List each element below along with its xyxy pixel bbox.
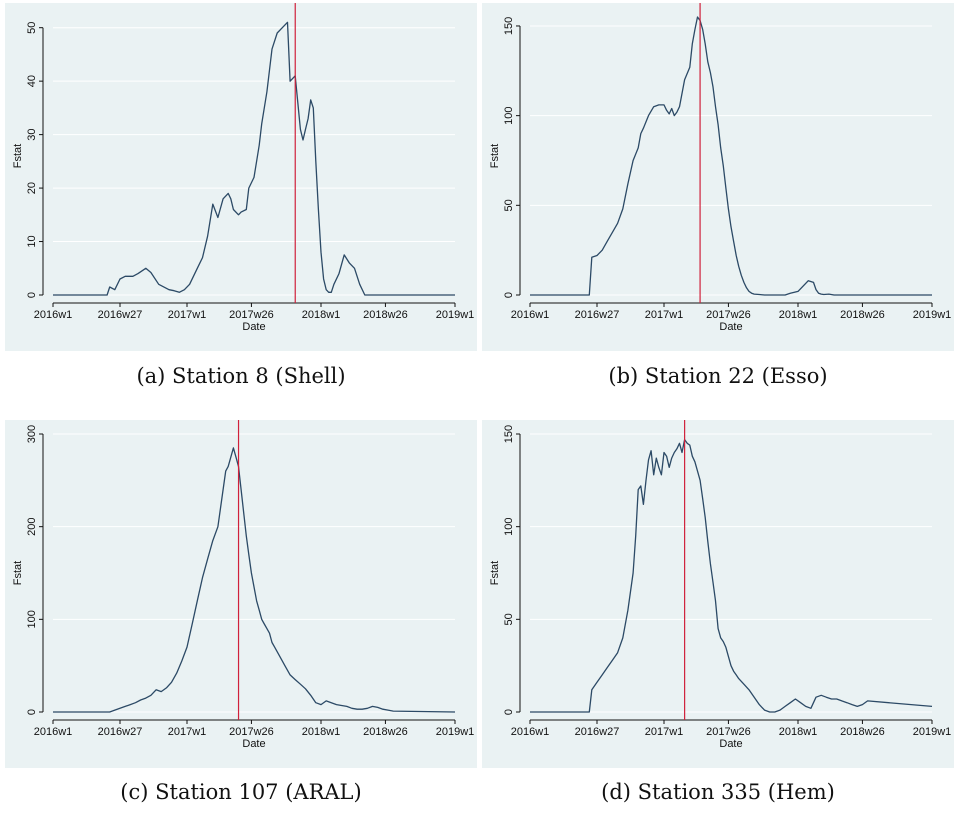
x-tick-label: 2016w27	[98, 309, 143, 321]
x-tick-label: 2017w1	[645, 309, 684, 321]
caption-b: (b) Station 22 (Esso)	[608, 364, 828, 388]
x-tick-label: 2016w27	[98, 726, 143, 738]
chart-svg-a: 0 10 20 30 40 50 Fstat 2016w1 2016w27 2017w1 2017w…	[12, 3, 475, 333]
y-tick-label: 100	[503, 106, 515, 124]
x-axis-label: Date	[242, 321, 265, 333]
x-axis-label: Date	[719, 738, 742, 750]
x-tick-label: 2017w1	[645, 726, 684, 738]
x-tick-label: 2016w1	[34, 309, 73, 321]
chart-svg-b: 0 50 100 150 Fstat 2016w1 2016w27 2017w1 2017w26…	[489, 3, 952, 333]
y-tick-label: 50	[503, 199, 515, 211]
y-tick-label: 300	[26, 425, 38, 443]
x-tick-label: 2018w26	[840, 309, 885, 321]
x-tick-label: 2019w1	[436, 726, 475, 738]
x-tick-label: 2016w27	[575, 726, 620, 738]
x-tick-label: 2017w1	[168, 726, 207, 738]
chart-panel-a: 0 10 20 30 40 50 Fstat 2016w1 2016w27 2017w1 2017w…	[5, 3, 477, 351]
y-tick-label: 100	[503, 517, 515, 535]
x-tick-label: 2017w26	[706, 309, 751, 321]
x-tick-label: 2017w1	[168, 309, 207, 321]
x-tick-label: 2018w1	[779, 726, 818, 738]
y-axis-label: Fstat	[489, 144, 501, 168]
x-tick-label: 2018w1	[302, 309, 341, 321]
y-tick-label: 50	[26, 22, 38, 34]
x-tick-label: 2018w1	[779, 309, 818, 321]
x-tick-label: 2016w1	[511, 726, 550, 738]
y-tick-label: 0	[503, 709, 515, 715]
y-tick-label: 150	[503, 425, 515, 443]
caption-c: (c) Station 107 (ARAL)	[120, 780, 362, 804]
x-tick-label: 2018w26	[363, 726, 408, 738]
y-axis-label: Fstat	[12, 561, 24, 585]
fstat-series-line	[530, 438, 933, 713]
caption-d: (d) Station 335 (Hem)	[601, 780, 835, 804]
y-axis-label: Fstat	[12, 144, 24, 168]
y-tick-label: 0	[26, 709, 38, 715]
y-tick-label: 30	[26, 128, 38, 140]
chart-panel-d: 0 50 100 150 Fstat 2016w1 2016w27 2017w1 2017w26…	[482, 420, 954, 768]
caption-a: (a) Station 8 (Shell)	[136, 364, 346, 388]
y-tick-label: 200	[26, 517, 38, 535]
fstat-series-line	[53, 447, 456, 713]
y-tick-label: 150	[503, 17, 515, 35]
y-tick-label: 100	[26, 610, 38, 628]
x-tick-label: 2017w26	[229, 726, 274, 738]
x-tick-label: 2019w1	[436, 309, 475, 321]
chart-svg-c: 0 100 200 300 Fstat 2016w1 2016w27 2017w1 2017w2…	[12, 420, 475, 750]
x-tick-label: 2016w27	[575, 309, 620, 321]
x-tick-label: 2019w1	[913, 309, 952, 321]
y-tick-label: 20	[26, 182, 38, 194]
x-tick-label: 2016w1	[34, 726, 73, 738]
y-tick-label: 10	[26, 235, 38, 247]
x-tick-label: 2018w1	[302, 726, 341, 738]
x-tick-label: 2019w1	[913, 726, 952, 738]
x-axis-label: Date	[242, 738, 265, 750]
y-tick-label: 0	[26, 292, 38, 298]
x-tick-label: 2016w1	[511, 309, 550, 321]
y-axis-label: Fstat	[489, 561, 501, 585]
chart-panel-b: 0 50 100 150 Fstat 2016w1 2016w27 2017w1 2017w26…	[482, 3, 954, 351]
x-tick-label: 2017w26	[229, 309, 274, 321]
fstat-series-line	[53, 21, 455, 296]
fstat-series-line	[530, 16, 932, 296]
y-tick-label: 0	[503, 292, 515, 298]
x-axis-label: Date	[719, 321, 742, 333]
x-tick-label: 2018w26	[363, 309, 408, 321]
chart-panel-c: 0 100 200 300 Fstat 2016w1 2016w27 2017w1 2017w2…	[5, 420, 477, 768]
y-tick-label: 50	[503, 613, 515, 625]
chart-svg-d: 0 50 100 150 Fstat 2016w1 2016w27 2017w1 2017w26…	[489, 420, 952, 750]
y-tick-label: 40	[26, 75, 38, 87]
x-tick-label: 2018w26	[840, 726, 885, 738]
x-tick-label: 2017w26	[706, 726, 751, 738]
